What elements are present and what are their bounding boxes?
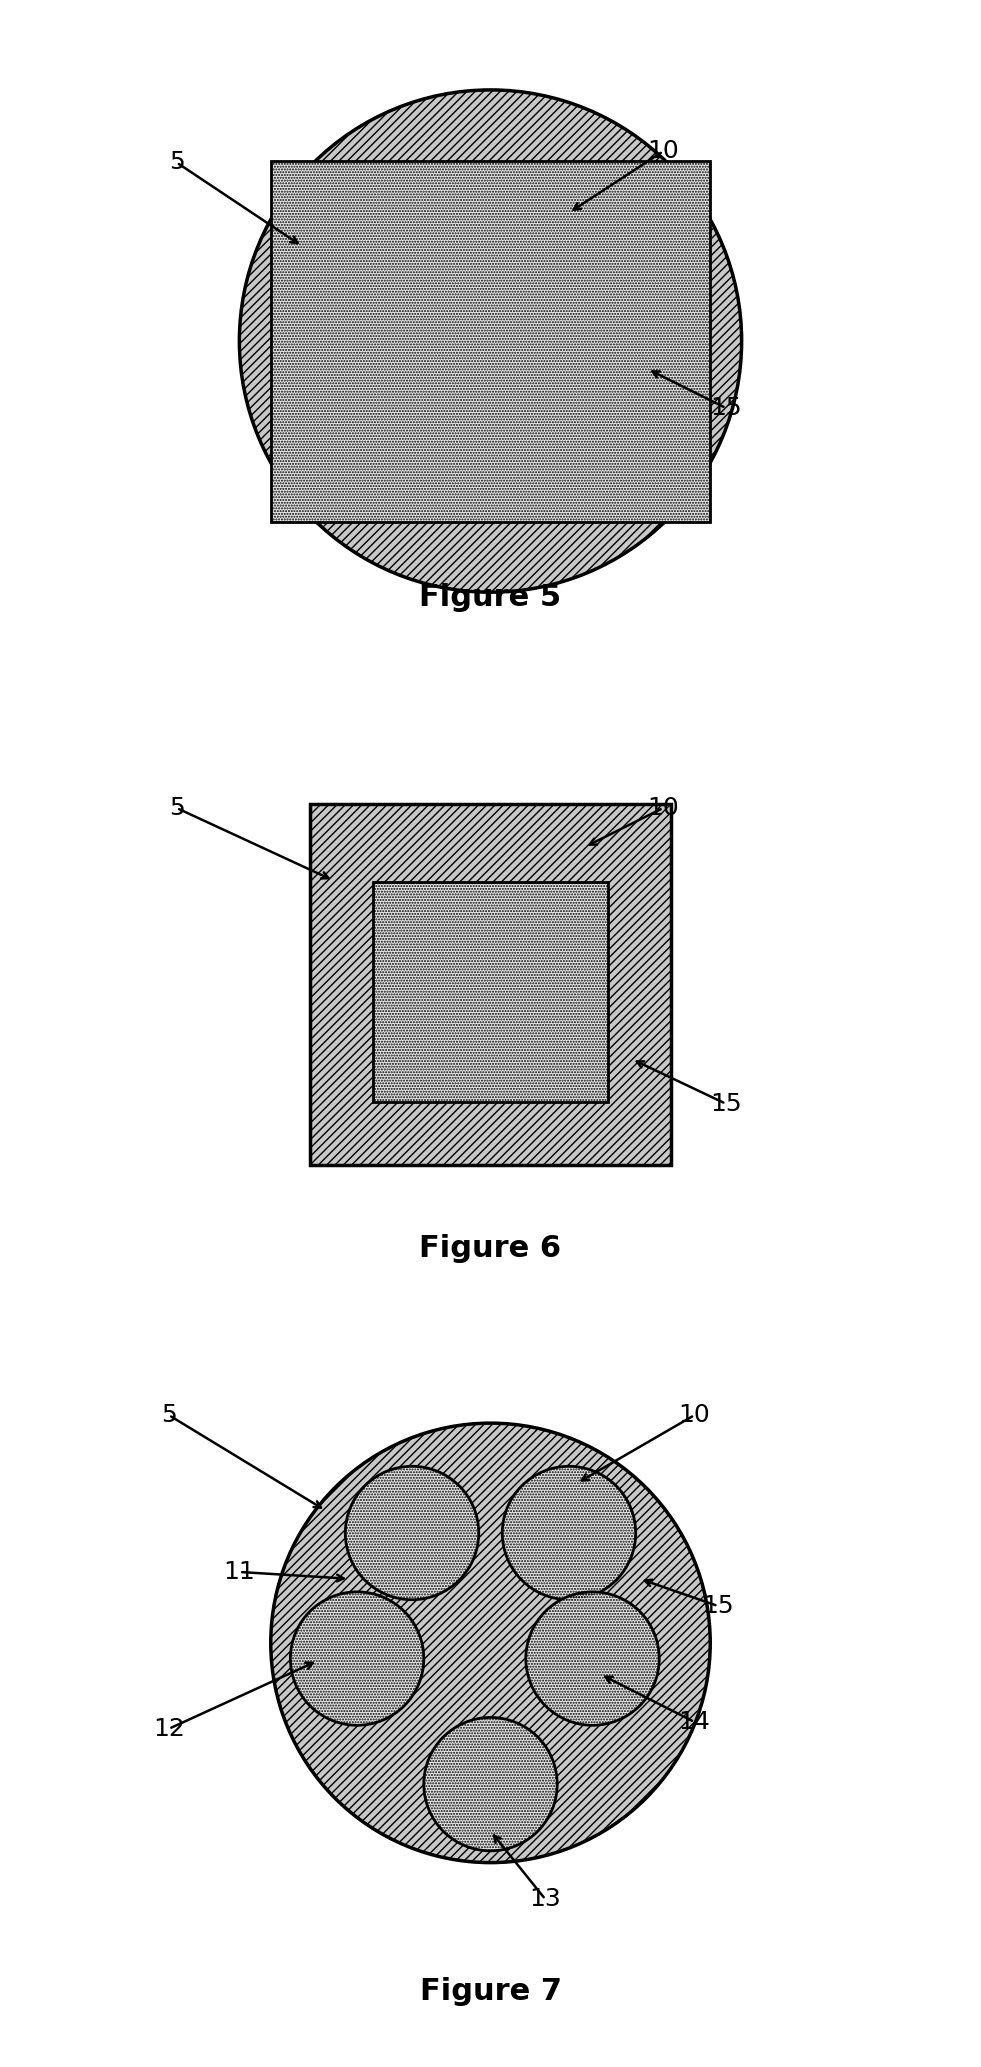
Bar	[373, 883, 608, 1102]
Text: 15: 15	[702, 1594, 734, 1618]
Bar	[310, 804, 671, 1166]
Text: 5: 5	[169, 151, 184, 174]
Text: 11: 11	[224, 1561, 255, 1583]
Text: 13: 13	[530, 1887, 561, 1912]
Bar	[271, 161, 710, 521]
Text: Figure 5: Figure 5	[420, 583, 561, 612]
Text: 5: 5	[161, 1403, 177, 1426]
Text: 14: 14	[679, 1709, 710, 1734]
Circle shape	[271, 1424, 710, 1862]
Text: 10: 10	[679, 1403, 710, 1426]
Text: 5: 5	[169, 796, 184, 821]
Circle shape	[502, 1466, 636, 1600]
Text: Figure 6: Figure 6	[420, 1234, 561, 1263]
Circle shape	[526, 1592, 659, 1726]
Bar	[271, 161, 710, 521]
Text: 10: 10	[647, 796, 679, 821]
Circle shape	[424, 1718, 557, 1850]
Circle shape	[239, 91, 742, 591]
Text: 12: 12	[153, 1718, 184, 1740]
Circle shape	[290, 1592, 424, 1726]
Text: 10: 10	[647, 138, 679, 163]
Circle shape	[345, 1466, 479, 1600]
Bar	[373, 883, 608, 1102]
Text: Figure 7: Figure 7	[420, 1976, 561, 2005]
Text: 15: 15	[710, 397, 742, 420]
Text: 15: 15	[710, 1091, 742, 1116]
Bar	[310, 804, 671, 1166]
